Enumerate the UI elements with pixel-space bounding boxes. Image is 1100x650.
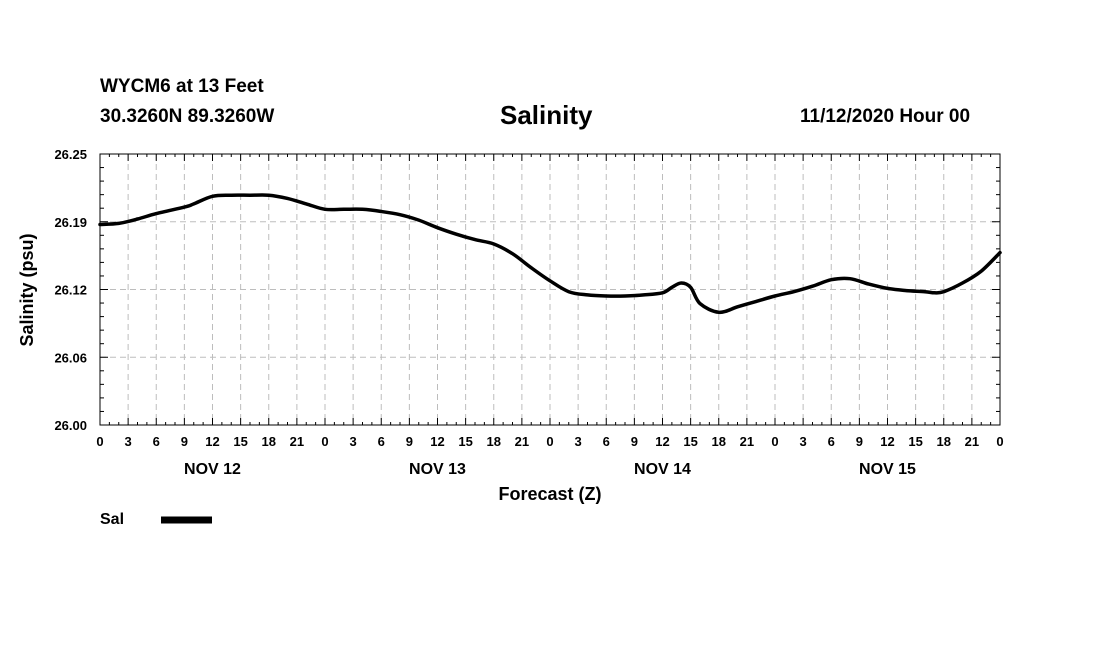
x-axis-title: Forecast (Z)	[498, 484, 601, 504]
x-tick-label: 0	[546, 434, 553, 449]
x-tick-label: 3	[125, 434, 132, 449]
x-tick-label: 15	[233, 434, 247, 449]
x-tick-label: 21	[740, 434, 754, 449]
station-name: WYCM6 at 13 Feet	[100, 76, 264, 97]
x-tick-label: 9	[631, 434, 638, 449]
x-tick-labels: 0 3 6 9 12 15 18 21 0 3 6 9 12 15 18 21 0 3 6 9 12 15 18 21 0 3 6 9…	[96, 434, 1003, 449]
x-tick-label: 0	[996, 434, 1003, 449]
x-tick-label: 18	[712, 434, 726, 449]
legend-label: Sal	[100, 511, 124, 528]
x-tick-label: 12	[430, 434, 444, 449]
x-tick-label: 0	[96, 434, 103, 449]
y-tick-label: 26.06	[54, 350, 87, 365]
x-tick-label: 21	[515, 434, 529, 449]
x-tick-label: 12	[880, 434, 894, 449]
x-tick-label: 0	[771, 434, 778, 449]
x-tick-label: 15	[908, 434, 922, 449]
day-label: NOV 14	[634, 461, 691, 478]
day-label: NOV 13	[409, 461, 466, 478]
x-tick-label: 15	[683, 434, 697, 449]
series-line-sal	[98, 193, 1002, 315]
x-tick-label: 18	[487, 434, 501, 449]
y-axis-title: Salinity (psu)	[17, 233, 37, 346]
tick-layer	[99, 153, 1001, 426]
x-tick-label: 12	[655, 434, 669, 449]
x-tick-label: 0	[321, 434, 328, 449]
day-label: NOV 12	[184, 461, 241, 478]
y-tick-labels: 26.25 26.19 26.12 26.06 26.00	[54, 147, 87, 433]
x-tick-label: 3	[800, 434, 807, 449]
y-tick-label: 26.19	[54, 215, 87, 230]
y-tick-label: 26.25	[54, 147, 87, 162]
x-tick-label: 18	[937, 434, 951, 449]
day-label: NOV 15	[859, 461, 916, 478]
grid-layer	[100, 154, 1000, 425]
x-tick-label: 3	[350, 434, 357, 449]
x-tick-label: 6	[378, 434, 385, 449]
y-tick-label: 26.12	[54, 283, 87, 298]
x-tick-label: 6	[153, 434, 160, 449]
y-tick-label: 26.00	[54, 418, 87, 433]
day-labels: NOV 12 NOV 13 NOV 14 NOV 15	[184, 461, 916, 478]
x-tick-label: 9	[856, 434, 863, 449]
x-tick-label: 9	[181, 434, 188, 449]
x-tick-label: 18	[262, 434, 276, 449]
x-tick-label: 9	[406, 434, 413, 449]
x-tick-label: 15	[458, 434, 472, 449]
chart-title: Salinity	[500, 100, 593, 130]
x-tick-label: 21	[965, 434, 979, 449]
x-tick-label: 21	[290, 434, 304, 449]
x-tick-label: 12	[205, 434, 219, 449]
station-coordinates: 30.3260N 89.3260W	[100, 106, 275, 127]
x-tick-label: 3	[575, 434, 582, 449]
x-tick-label: 6	[603, 434, 610, 449]
x-tick-label: 6	[828, 434, 835, 449]
forecast-timestamp: 11/12/2020 Hour 00	[800, 106, 971, 127]
